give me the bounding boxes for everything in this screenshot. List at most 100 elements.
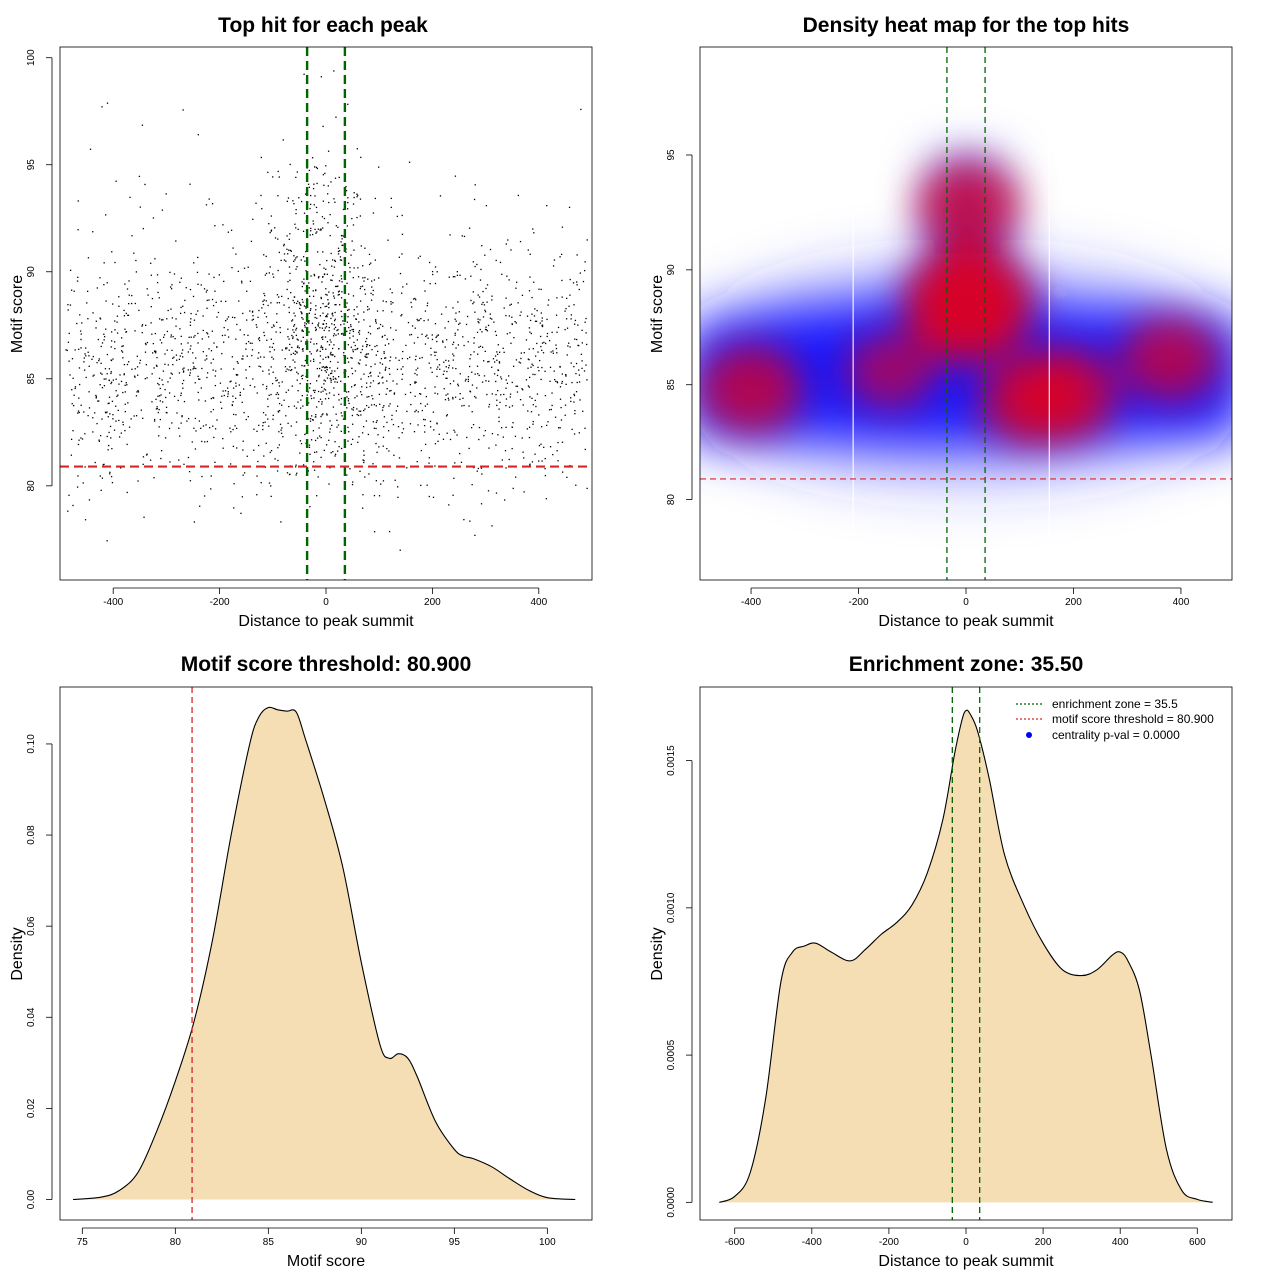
scatter-point [96, 361, 98, 364]
scatter-point [309, 309, 312, 311]
scatter-point [313, 166, 316, 168]
scatter-point [388, 450, 390, 452]
scatter-point [566, 354, 568, 356]
scatter-point [291, 334, 293, 337]
scatter-point [290, 250, 292, 252]
scatter-point [340, 278, 343, 280]
scatter-point [189, 324, 192, 327]
scatter-point [253, 449, 255, 451]
scatter-point [155, 398, 157, 401]
scatter-point [328, 330, 330, 332]
scatter-point [361, 386, 363, 388]
scatter-point [454, 431, 456, 433]
scatter-ylabel: Motif score [9, 275, 26, 353]
scatter-point [193, 367, 195, 369]
scatter-point [365, 356, 367, 358]
scatter-point [579, 272, 581, 274]
scatter-point [288, 369, 290, 371]
scatter-point [433, 351, 436, 353]
scatter-point [330, 317, 332, 320]
scatter-point [534, 399, 536, 402]
scatter-point [171, 422, 173, 424]
scatter-point [352, 224, 355, 226]
scatter-point [182, 387, 184, 389]
scatter-point [285, 391, 287, 394]
scatter-point [278, 296, 280, 298]
scatter-point [449, 234, 451, 236]
scatter-point [533, 315, 536, 317]
scatter-x-tick-label: 0 [323, 597, 329, 608]
scatter-point [446, 414, 449, 416]
scatter-point [538, 370, 540, 372]
scatter-point [372, 421, 375, 423]
scatter-point [454, 462, 456, 464]
scatter-point [287, 280, 289, 283]
scatter-point [368, 406, 370, 409]
scatter-point [329, 367, 331, 369]
scatter-point [212, 304, 215, 307]
scatter-point [310, 275, 312, 277]
scatter-point [473, 342, 475, 344]
scatter-point [141, 324, 144, 326]
scatter-point [152, 342, 155, 345]
scatter-point [220, 401, 222, 403]
scatter-point [232, 247, 234, 249]
scatter-point [106, 540, 108, 542]
scatter-point [152, 217, 155, 219]
scatter-point [270, 366, 272, 368]
scatter-point [556, 450, 558, 452]
scatter-point [197, 378, 200, 380]
scatter-point [193, 427, 195, 429]
scatter-point [446, 370, 448, 373]
scatter-point [324, 398, 327, 400]
scatter-point [520, 357, 522, 360]
scatter-point [371, 280, 373, 282]
scatter-point [500, 376, 502, 378]
scatter-point [477, 294, 479, 296]
scatter-point [531, 296, 533, 299]
scatter-point [175, 318, 177, 320]
scatter-point [571, 428, 573, 431]
scatter-point [241, 496, 244, 498]
scatter-point [160, 450, 163, 452]
scatter-point [386, 447, 388, 450]
scatter-point [139, 206, 141, 208]
scatter-point [470, 354, 472, 356]
scatter-point [334, 285, 337, 288]
scatter-point [157, 291, 159, 294]
scatter-point [162, 401, 164, 403]
scatter-point [180, 306, 182, 309]
scatter-point [326, 369, 328, 371]
scatter-point [581, 329, 583, 331]
scatter-point [351, 240, 353, 242]
scatter-point [293, 296, 296, 298]
scatter-point [307, 183, 310, 185]
scatter-point [346, 321, 349, 323]
scatter-point [335, 304, 337, 306]
scatter-point [541, 460, 543, 462]
scatter-point [87, 318, 89, 320]
scatter-point [494, 330, 497, 333]
scatter-point [182, 371, 185, 373]
scatter-point [460, 461, 463, 463]
scatter-point [295, 434, 297, 436]
scatter-point [428, 362, 430, 364]
scatter-point [87, 257, 90, 259]
scatter-point [330, 181, 332, 183]
scatter-point [262, 370, 264, 372]
scatter-point [409, 356, 411, 358]
scatter-point [329, 339, 331, 341]
scatter-point [277, 195, 279, 197]
scatter-point [357, 347, 359, 350]
scatter-point [108, 402, 110, 404]
scatter-point [157, 395, 159, 397]
scatter-point [314, 228, 316, 231]
scatter-point [559, 256, 561, 258]
scatter-point [324, 305, 326, 308]
scatter-point [346, 357, 349, 359]
scatter-point [222, 390, 224, 392]
scatter-point [330, 452, 332, 454]
scatter-point [489, 317, 492, 319]
scatter-point [128, 361, 130, 363]
scatter-point [258, 424, 260, 427]
